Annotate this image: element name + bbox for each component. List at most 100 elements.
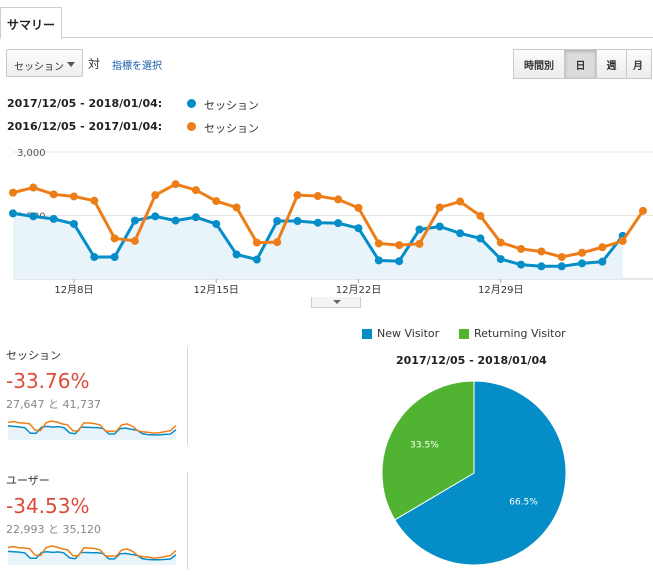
- period-hourly-button[interactable]: 時間別: [513, 49, 565, 79]
- pick-metric-link[interactable]: 指標を選択: [112, 61, 162, 72]
- pie-slice-new-visitor[interactable]: [394, 380, 567, 566]
- card-compare: 27,647 と 41,737: [6, 398, 101, 411]
- sparkline-previous: [7, 545, 177, 559]
- current-series-point[interactable]: [415, 225, 424, 234]
- previous-series-point[interactable]: [537, 247, 546, 256]
- current-series-dot: [187, 99, 196, 108]
- chevron-down-icon: [67, 62, 75, 67]
- current-series-point[interactable]: [29, 212, 38, 221]
- current-series-point[interactable]: [395, 257, 404, 266]
- previous-series-point[interactable]: [354, 203, 363, 212]
- current-series-point[interactable]: [476, 234, 485, 243]
- current-series-point[interactable]: [171, 216, 180, 225]
- previous-series-point[interactable]: [29, 183, 38, 192]
- current-series-point[interactable]: [435, 222, 444, 231]
- period-month-button[interactable]: 月: [626, 49, 652, 79]
- previous-series-point[interactable]: [334, 195, 343, 204]
- previous-series-point[interactable]: [171, 180, 180, 189]
- previous-series-point[interactable]: [618, 236, 627, 245]
- previous-series-point[interactable]: [517, 244, 526, 253]
- current-series-point[interactable]: [496, 255, 505, 264]
- previous-series-point[interactable]: [374, 239, 383, 248]
- pie-slice-returning-visitor[interactable]: [381, 380, 475, 521]
- previous-range-label: 2016/12/05 - 2017/01/04:: [7, 120, 163, 133]
- current-series-point[interactable]: [69, 219, 78, 228]
- current-series-point[interactable]: [598, 257, 607, 266]
- current-series-point[interactable]: [9, 209, 17, 218]
- current-series-point[interactable]: [334, 219, 343, 228]
- current-range-label: 2017/12/05 - 2018/01/04:: [7, 97, 163, 110]
- previous-series-point[interactable]: [557, 252, 566, 261]
- current-series-point[interactable]: [517, 260, 526, 269]
- sparkline-current: [7, 550, 177, 561]
- sparkline-current: [7, 425, 177, 436]
- current-series-point[interactable]: [212, 219, 221, 228]
- previous-series-point[interactable]: [435, 203, 444, 212]
- previous-series-point[interactable]: [49, 190, 58, 199]
- legend-new-visitor: New Visitor: [377, 327, 440, 340]
- tab-summary[interactable]: サマリー: [0, 7, 62, 39]
- current-series-point[interactable]: [313, 218, 322, 227]
- previous-series-point[interactable]: [69, 192, 78, 201]
- previous-series-point[interactable]: [313, 192, 322, 201]
- y-tick-label: 3,000: [17, 148, 46, 159]
- sparkline-current-area: [8, 551, 176, 565]
- current-series-point[interactable]: [537, 262, 546, 271]
- previous-series-point[interactable]: [456, 197, 465, 206]
- previous-series-point[interactable]: [415, 239, 424, 248]
- metric-card-users[interactable]: ユーザー -34.53% 22,993 と 35,120: [6, 472, 187, 569]
- current-series-point[interactable]: [374, 256, 383, 265]
- metric-card-sessions[interactable]: セッション -33.76% 27,647 と 41,737: [6, 347, 187, 444]
- x-tick-label: 12月29日: [478, 284, 523, 296]
- period-week-button[interactable]: 週: [596, 49, 627, 79]
- previous-series-point[interactable]: [90, 196, 99, 205]
- sparkline-users: [7, 545, 177, 565]
- current-series-point[interactable]: [578, 259, 587, 268]
- metric-select[interactable]: セッション: [6, 49, 83, 77]
- previous-series-point[interactable]: [212, 197, 221, 206]
- previous-series-point[interactable]: [639, 206, 647, 215]
- current-series-point[interactable]: [273, 217, 282, 226]
- period-day-button[interactable]: 日: [564, 49, 597, 79]
- current-series-point[interactable]: [557, 262, 566, 271]
- previous-series-point[interactable]: [273, 238, 282, 247]
- current-series-name: セッション: [204, 99, 259, 112]
- card-label: ユーザー: [6, 474, 50, 487]
- card-label: セッション: [6, 349, 61, 362]
- previous-series-point[interactable]: [293, 191, 302, 200]
- divider: [187, 347, 188, 445]
- current-series-point[interactable]: [49, 214, 58, 223]
- previous-series-point[interactable]: [252, 238, 261, 247]
- chevron-down-icon: [333, 300, 341, 304]
- current-series-point[interactable]: [191, 213, 200, 222]
- current-series-point[interactable]: [293, 217, 302, 226]
- previous-series-point[interactable]: [598, 243, 607, 252]
- previous-series-point[interactable]: [578, 248, 587, 257]
- current-series-point[interactable]: [354, 224, 363, 233]
- chart-expand-handle[interactable]: [311, 297, 361, 308]
- card-change: -34.53%: [6, 494, 90, 518]
- current-series-point[interactable]: [252, 255, 261, 264]
- tab-bar: サマリー: [0, 0, 653, 39]
- previous-series-point[interactable]: [110, 234, 119, 243]
- previous-series-point[interactable]: [9, 188, 17, 197]
- card-compare: 22,993 と 35,120: [6, 523, 101, 536]
- current-series-point[interactable]: [130, 216, 139, 225]
- previous-series-point[interactable]: [496, 238, 505, 247]
- x-tick-label: 12月22日: [336, 284, 381, 296]
- current-series-point[interactable]: [90, 252, 99, 261]
- current-series-point[interactable]: [456, 229, 465, 238]
- visitor-pie-chart: 66.5% 33.5%: [381, 380, 567, 566]
- current-series-point[interactable]: [110, 252, 119, 261]
- previous-series-name: セッション: [204, 122, 259, 135]
- previous-series-point[interactable]: [130, 236, 139, 245]
- previous-series-point[interactable]: [395, 241, 404, 250]
- previous-series-point[interactable]: [191, 186, 200, 195]
- current-series-point[interactable]: [232, 250, 241, 259]
- legend-returning-visitor: Returning Visitor: [474, 327, 566, 340]
- previous-series-point[interactable]: [151, 191, 160, 200]
- previous-series-point[interactable]: [232, 203, 241, 212]
- current-series-point[interactable]: [151, 212, 160, 221]
- previous-series-point[interactable]: [476, 211, 485, 220]
